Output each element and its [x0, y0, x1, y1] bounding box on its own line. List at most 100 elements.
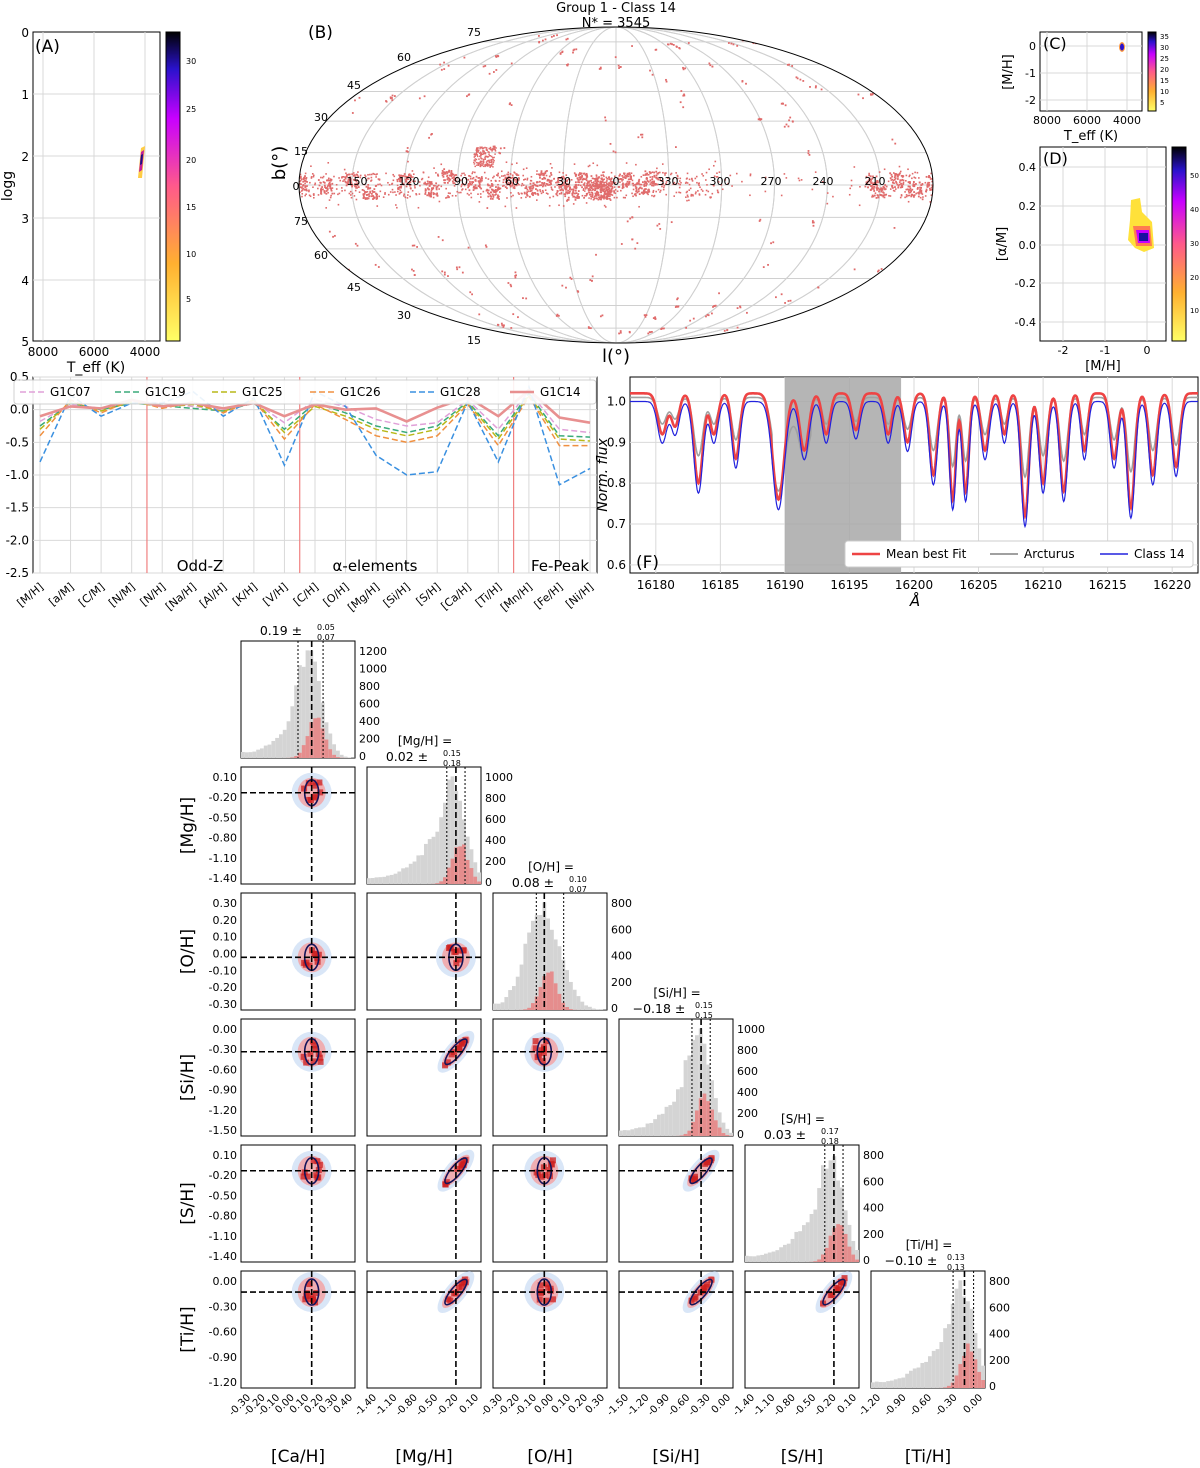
- panel-b-star: [373, 173, 376, 175]
- panel-b-star: [494, 179, 497, 182]
- corner-hist-bar-class: [958, 1363, 963, 1388]
- panel-b-star: [643, 314, 646, 317]
- panel-f-xtick: 16180: [637, 578, 675, 592]
- panel-b-star: [384, 192, 386, 194]
- corner-density-bin: [549, 1296, 556, 1303]
- panel-b-star: [517, 182, 519, 185]
- panel-b-star: [473, 159, 476, 162]
- corner-xlabel: [Mg/H]: [395, 1447, 452, 1467]
- corner-hist-bar-all: [450, 776, 455, 884]
- panel-b-star: [912, 194, 915, 197]
- corner-hist-bar-class: [721, 1133, 726, 1136]
- panel-b-star: [529, 182, 532, 185]
- panel-b-star: [741, 180, 743, 183]
- panel-b-star: [323, 181, 326, 184]
- panel-b-star: [891, 138, 894, 141]
- panel-b-star: [853, 268, 856, 271]
- panel-b-star: [327, 184, 330, 187]
- corner-contour-cell: [366, 1018, 482, 1137]
- panel-b-star: [451, 194, 454, 197]
- panel-b-star: [373, 196, 376, 199]
- panel-b-star: [466, 95, 468, 98]
- panel-b-star: [590, 175, 593, 177]
- panel-b-star: [466, 192, 469, 195]
- panel-b-star: [479, 186, 481, 189]
- panel-b-star: [367, 188, 369, 190]
- panel-b-star: [577, 290, 580, 293]
- panel-b-star: [490, 159, 492, 161]
- panel-b-star: [907, 190, 910, 193]
- panel-b-star: [328, 182, 330, 185]
- corner-density-bin: [460, 1040, 467, 1047]
- panel-b-star: [597, 180, 600, 183]
- panel-b-star: [624, 176, 626, 179]
- panel-b-star: [868, 174, 871, 177]
- panel-b-star: [435, 188, 438, 191]
- panel-b-star: [537, 173, 540, 176]
- panel-b-star: [646, 172, 649, 175]
- panel-b-star: [640, 175, 643, 178]
- panel-b-star: [448, 174, 451, 177]
- panel-b-star: [518, 183, 520, 186]
- corner-density-bin: [307, 797, 314, 804]
- corner-hist-bar-all: [954, 1288, 959, 1388]
- panel-b-star: [489, 146, 492, 149]
- panel-b-star: [572, 192, 574, 194]
- corner-hist-bar-all: [405, 867, 409, 884]
- panel-b-star: [918, 192, 920, 195]
- panel-b-star: [914, 177, 917, 179]
- panel-b-star: [373, 197, 375, 200]
- corner-hist-bar-class: [473, 876, 478, 884]
- panel-b-star: [628, 181, 631, 184]
- panel-b-star: [348, 177, 351, 180]
- panel-b-star: [907, 168, 909, 171]
- panel-b-star: [637, 180, 640, 183]
- panel-b-star: [509, 184, 512, 187]
- corner-hist-bar-all: [771, 1251, 776, 1262]
- panel-b-star: [530, 180, 533, 182]
- panel-b-star: [900, 174, 903, 177]
- panel-b-star: [448, 180, 451, 182]
- panel-b-star: [896, 173, 898, 176]
- panel-b-star: [545, 192, 548, 195]
- panel-b-star: [305, 177, 308, 179]
- panel-b-star: [338, 177, 340, 179]
- corner-density-bin: [304, 1173, 311, 1180]
- panel-e-xtick: [V/H]: [260, 580, 290, 608]
- corner-hist-count-tick: 600: [359, 698, 380, 711]
- corner-hist-bar-class: [821, 1254, 825, 1262]
- panel-b-star: [399, 191, 402, 194]
- corner-density-bin: [459, 1283, 466, 1290]
- panel-b-star: [585, 202, 588, 204]
- panel-b-star: [607, 191, 610, 194]
- panel-b-star: [896, 183, 899, 186]
- panel-b-star: [448, 178, 451, 181]
- panel-b-star: [549, 196, 551, 199]
- panel-b-star: [614, 56, 617, 59]
- corner-density-bin: [303, 1059, 310, 1066]
- panel-b-star: [871, 93, 874, 96]
- panel-b-star: [488, 161, 491, 164]
- corner-hist-bar-class: [725, 1135, 730, 1136]
- panel-b-star: [554, 186, 556, 188]
- panel-b-star: [326, 185, 329, 188]
- panel-b-star: [515, 162, 518, 164]
- panel-b-star: [589, 193, 591, 196]
- panel-b-star: [908, 194, 911, 197]
- corner-hist-bar-class: [550, 971, 554, 1010]
- panel-b-star: [600, 194, 603, 196]
- corner-hist-bar-all: [649, 1122, 654, 1136]
- panel-b-star: [905, 174, 908, 177]
- panel-f-xtick: 16200: [895, 578, 933, 592]
- panel-b-star: [572, 189, 575, 192]
- corner-hist-bar-all: [920, 1362, 925, 1388]
- panel-b-star: [545, 174, 548, 177]
- panel-b-star: [669, 42, 672, 45]
- panel-b-star: [369, 190, 371, 193]
- panel-b-star: [577, 174, 580, 177]
- panel-b-star: [582, 178, 585, 180]
- corner-xtick: -1.20: [625, 1392, 651, 1418]
- panel-b-star: [908, 175, 911, 178]
- panel-b-star: [892, 172, 895, 174]
- panel-b-star: [590, 198, 592, 200]
